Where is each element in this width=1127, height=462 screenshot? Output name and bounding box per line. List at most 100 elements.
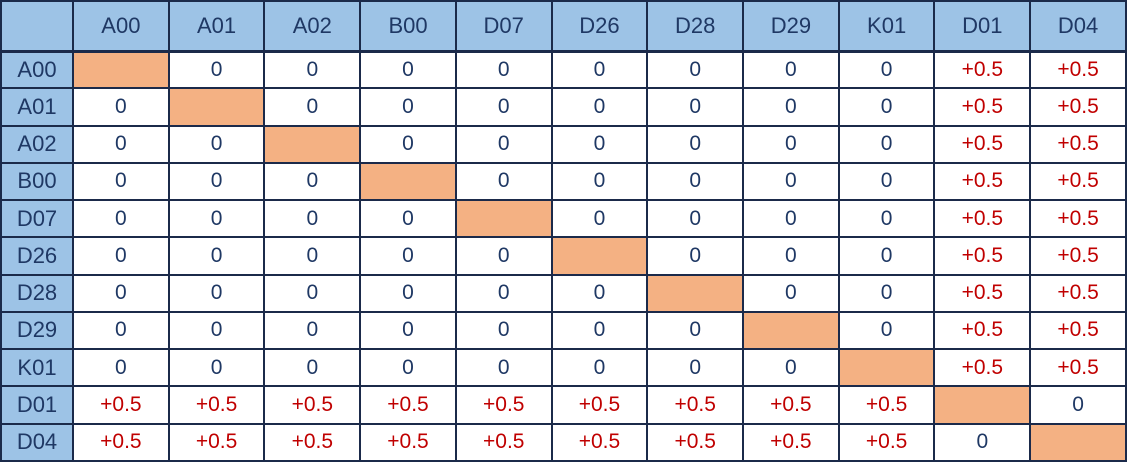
cell-D26-D28: 0: [646, 236, 745, 276]
cell-A02-K01: 0: [837, 124, 936, 164]
cell-D29-D28: 0: [646, 310, 745, 351]
row-header-A02: A02: [0, 124, 74, 164]
cell-D07-D01: +0.5: [933, 199, 1032, 239]
cell-D01-D01: [933, 385, 1032, 425]
cell-D07-A01: 0: [167, 199, 266, 239]
cell-D26-D29: 0: [742, 236, 840, 276]
cell-A01-D26: 0: [550, 87, 649, 127]
cell-D28-A01: 0: [167, 273, 266, 313]
cell-D04-D28: +0.5: [646, 422, 745, 462]
row-header-D29: D29: [0, 310, 74, 351]
table-row-D01: D01 +0.5 +0.5 +0.5 +0.5 +0.5 +0.5 +0.5 +0.5 +0.5 0: [0, 385, 1127, 425]
corner-cell: [0, 0, 74, 53]
matrix-body: A00 0 0 0 0 0 0 0 0 +0.5 +0.5 A01 0 0 0 0 0 0 0 0 +0.5 +0.5 A0…: [0, 49, 1127, 462]
cell-A00-D04: +0.5: [1029, 49, 1127, 90]
table-row-D28: D28 0 0 0 0 0 0 0 0 +0.5 +0.5: [0, 273, 1127, 313]
col-header-D26: D26: [550, 0, 649, 53]
cell-D07-B00: 0: [359, 199, 457, 239]
cell-K01-A00: 0: [72, 348, 170, 388]
cell-D04-D07: +0.5: [454, 422, 553, 462]
cell-B00-A00: 0: [72, 161, 170, 202]
cell-A01-A02: 0: [263, 87, 362, 127]
cell-D07-D26: 0: [550, 199, 649, 239]
cell-B00-D04: +0.5: [1029, 161, 1127, 202]
cell-A02-A02: [263, 124, 362, 164]
cell-D04-B00: +0.5: [359, 422, 457, 462]
row-header-D04: D04: [0, 422, 74, 462]
table-row-K01: K01 0 0 0 0 0 0 0 0 +0.5 +0.5: [0, 348, 1127, 388]
table-row-D07: D07 0 0 0 0 0 0 0 0 +0.5 +0.5: [0, 199, 1127, 239]
row-header-D01: D01: [0, 385, 74, 425]
col-header-A00: A00: [72, 0, 170, 53]
cell-D01-K01: +0.5: [837, 385, 936, 425]
cell-D01-D04: 0: [1029, 385, 1127, 425]
cell-A01-D07: 0: [454, 87, 553, 127]
table-row-A01: A01 0 0 0 0 0 0 0 0 +0.5 +0.5: [0, 87, 1127, 127]
cell-D28-D26: 0: [550, 273, 649, 313]
cell-D04-D29: +0.5: [742, 422, 840, 462]
cell-D28-A00: 0: [72, 273, 170, 313]
cell-K01-D28: 0: [646, 348, 745, 388]
cell-A02-A00: 0: [72, 124, 170, 164]
cell-D28-D07: 0: [454, 273, 553, 313]
cell-B00-A02: 0: [263, 161, 362, 202]
cell-B00-D28: 0: [646, 161, 745, 202]
cell-D26-B00: 0: [359, 236, 457, 276]
col-header-A02: A02: [263, 0, 362, 53]
cell-D26-D01: +0.5: [933, 236, 1032, 276]
cell-K01-D07: 0: [454, 348, 553, 388]
table-row-A02: A02 0 0 0 0 0 0 0 0 +0.5 +0.5: [0, 124, 1127, 164]
cell-A00-K01: 0: [837, 49, 936, 90]
cell-D01-B00: +0.5: [359, 385, 457, 425]
cell-D26-A02: 0: [263, 236, 362, 276]
cell-K01-A02: 0: [263, 348, 362, 388]
cell-D28-D01: +0.5: [933, 273, 1032, 313]
cell-A00-D26: 0: [550, 49, 649, 90]
cell-D29-D26: 0: [550, 310, 649, 351]
cell-B00-A01: 0: [167, 161, 266, 202]
cell-D29-D01: +0.5: [933, 310, 1032, 351]
cell-A02-A01: 0: [167, 124, 266, 164]
col-header-K01: K01: [837, 0, 936, 53]
cell-D29-K01: 0: [837, 310, 936, 351]
cell-D04-D01: 0: [933, 422, 1032, 462]
row-header-D26: D26: [0, 236, 74, 276]
cell-D01-D28: +0.5: [646, 385, 745, 425]
cell-B00-K01: 0: [837, 161, 936, 202]
cell-D26-K01: 0: [837, 236, 936, 276]
cell-A01-D28: 0: [646, 87, 745, 127]
row-header-A01: A01: [0, 87, 74, 127]
cell-A01-A00: 0: [72, 87, 170, 127]
table-row-B00: B00 0 0 0 0 0 0 0 0 +0.5 +0.5: [0, 161, 1127, 202]
cell-A00-D29: 0: [742, 49, 840, 90]
cell-D26-D04: +0.5: [1029, 236, 1127, 276]
cell-D29-A00: 0: [72, 310, 170, 351]
cell-A01-D29: 0: [742, 87, 840, 127]
cell-D26-A01: 0: [167, 236, 266, 276]
cell-A01-D01: +0.5: [933, 87, 1032, 127]
cell-D07-D04: +0.5: [1029, 199, 1127, 239]
cell-A00-D07: 0: [454, 49, 553, 90]
cell-D29-D04: +0.5: [1029, 310, 1127, 351]
table-row-D29: D29 0 0 0 0 0 0 0 0 +0.5 +0.5: [0, 310, 1127, 351]
row-header-D28: D28: [0, 273, 74, 313]
cell-D29-A02: 0: [263, 310, 362, 351]
col-header-D29: D29: [742, 0, 840, 53]
cell-A00-D28: 0: [646, 49, 745, 90]
cell-D04-K01: +0.5: [837, 422, 936, 462]
cell-K01-K01: [837, 348, 936, 388]
cell-A00-B00: 0: [359, 49, 457, 90]
cell-D29-A01: 0: [167, 310, 266, 351]
cell-D07-K01: 0: [837, 199, 936, 239]
cell-A00-A01: 0: [167, 49, 266, 90]
cell-A02-D04: +0.5: [1029, 124, 1127, 164]
cell-D28-D04: +0.5: [1029, 273, 1127, 313]
cell-D07-D29: 0: [742, 199, 840, 239]
row-header-B00: B00: [0, 161, 74, 202]
cell-D29-D29: [742, 310, 840, 351]
cell-B00-D07: 0: [454, 161, 553, 202]
matrix-header: A00 A01 A02 B00 D07 D26 D28 D29 K01 D01 D04: [0, 0, 1127, 53]
cell-D01-A02: +0.5: [263, 385, 362, 425]
col-header-D28: D28: [646, 0, 745, 53]
